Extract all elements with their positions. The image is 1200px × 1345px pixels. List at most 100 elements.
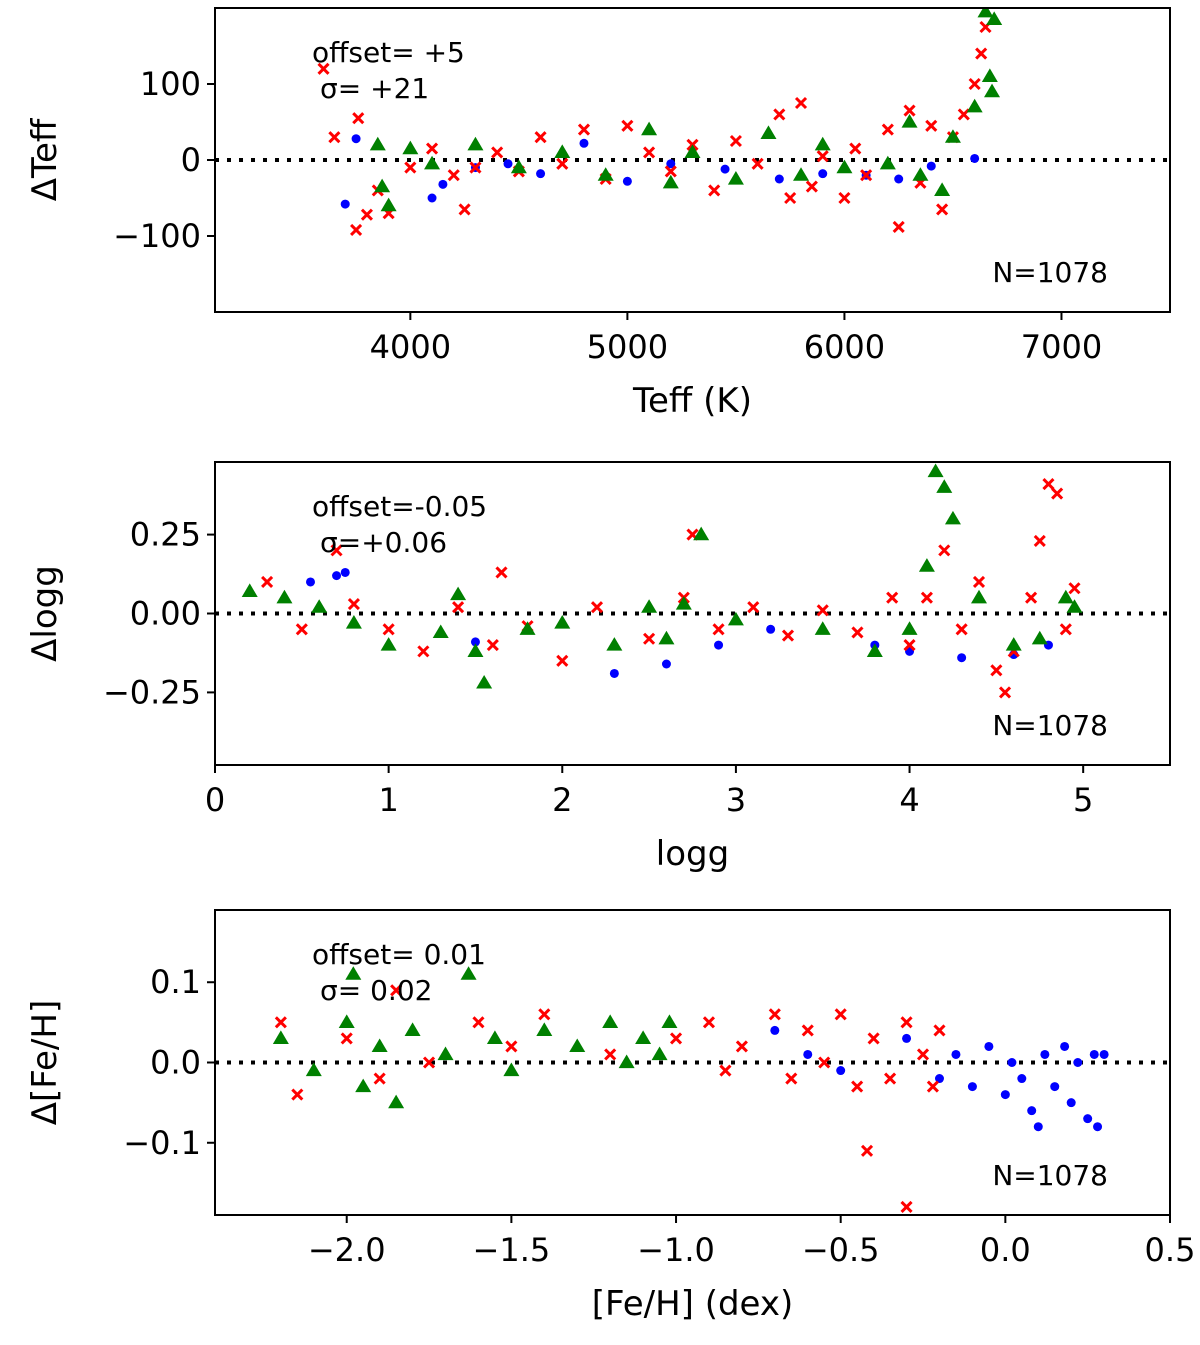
data-point-blue-dot bbox=[306, 577, 315, 587]
data-point-blue-dot bbox=[1083, 1114, 1093, 1124]
data-point-green-triangle bbox=[760, 125, 777, 139]
data-point-red-x bbox=[805, 180, 818, 193]
data-point-red-x bbox=[404, 161, 417, 174]
data-point-green-triangle bbox=[651, 1046, 668, 1061]
data-point-red-x bbox=[712, 623, 725, 636]
data-point-green-triangle bbox=[597, 167, 614, 181]
data-point-red-x bbox=[849, 142, 862, 155]
data-point-red-x bbox=[751, 157, 764, 170]
data-point-blue-dot bbox=[438, 179, 448, 189]
sigma-annotation: σ=+0.06 bbox=[320, 526, 447, 559]
data-point-red-x bbox=[274, 1016, 287, 1029]
data-point-green-triangle bbox=[476, 674, 493, 689]
data-point-red-x bbox=[925, 119, 938, 132]
data-point-red-x bbox=[884, 1072, 897, 1085]
data-point-green-triangle bbox=[658, 630, 675, 645]
data-point-green-triangle bbox=[355, 1078, 372, 1093]
x-tick-label: 3 bbox=[726, 781, 746, 819]
data-point-green-triangle bbox=[836, 159, 853, 174]
data-point-blue-dot bbox=[984, 1041, 994, 1051]
offset-annotation: offset= +5 bbox=[312, 36, 465, 69]
y-tick-label: −0.25 bbox=[103, 673, 201, 711]
data-point-red-x bbox=[990, 664, 1003, 677]
data-point-green-triangle bbox=[467, 136, 484, 151]
data-point-red-x bbox=[900, 1016, 913, 1029]
data-point-red-x bbox=[417, 645, 430, 658]
data-point-red-x bbox=[860, 1144, 874, 1157]
data-point-red-x bbox=[838, 191, 851, 205]
data-point-green-triangle bbox=[793, 167, 810, 181]
data-point-blue-dot bbox=[766, 624, 776, 634]
data-point-green-triangle bbox=[374, 178, 391, 193]
x-tick-label: 4 bbox=[899, 781, 919, 819]
data-point-red-x bbox=[643, 146, 656, 159]
data-point-green-triangle bbox=[503, 1062, 520, 1077]
data-point-green-triangle bbox=[675, 596, 692, 610]
data-point-green-triangle bbox=[944, 129, 961, 143]
x-tick-label: 5 bbox=[1073, 781, 1093, 819]
data-point-green-triangle bbox=[519, 621, 536, 635]
data-point-red-x bbox=[1068, 582, 1081, 595]
data-point-red-x bbox=[867, 1032, 880, 1045]
data-point-red-x bbox=[926, 1080, 939, 1093]
x-tick-label: 0.5 bbox=[1145, 1231, 1196, 1269]
data-point-red-x bbox=[881, 123, 894, 136]
markers bbox=[272, 966, 1109, 1214]
panel-3: −2.0 −1.5 −1.0 −0.5 0.0 0.5 −0.1 0.0 0.1 [Fe/H] (… bbox=[25, 909, 1196, 1324]
data-point-red-x bbox=[794, 96, 808, 110]
y-tick-label: −0.1 bbox=[123, 1124, 201, 1162]
data-point-blue-dot bbox=[1073, 1058, 1083, 1067]
count-annotation: N=1078 bbox=[992, 256, 1108, 289]
y-tick-label: 0.00 bbox=[130, 595, 201, 633]
x-tick-label: 7000 bbox=[1021, 328, 1102, 366]
data-point-green-triangle bbox=[437, 1046, 454, 1061]
count-annotation: N=1078 bbox=[992, 709, 1108, 742]
data-point-blue-dot bbox=[340, 199, 350, 209]
data-point-red-x bbox=[1059, 623, 1072, 636]
data-point-red-x bbox=[350, 223, 363, 236]
data-point-blue-dot bbox=[714, 640, 724, 650]
data-point-green-triangle bbox=[635, 1030, 652, 1045]
data-point-red-x bbox=[903, 639, 916, 652]
x-axis-label: logg bbox=[656, 834, 729, 874]
data-point-blue-dot bbox=[609, 668, 619, 678]
data-point-red-x bbox=[291, 1088, 304, 1101]
data-point-blue-dot bbox=[1093, 1122, 1103, 1132]
data-point-red-x bbox=[1033, 534, 1046, 547]
panel-2: 0 1 2 3 4 5 −0.25 0.00 0.25 logg Δlogg offset=-0.05… bbox=[25, 461, 1171, 874]
data-point-red-x bbox=[903, 104, 916, 117]
data-point-red-x bbox=[1051, 487, 1064, 500]
data-point-red-x bbox=[708, 184, 721, 197]
x-axis-label: Teff (K) bbox=[632, 381, 752, 421]
data-point-blue-dot bbox=[957, 653, 967, 663]
data-point-red-x bbox=[816, 604, 829, 617]
x-tick-label: −2.0 bbox=[308, 1231, 386, 1269]
data-point-red-x bbox=[773, 108, 786, 121]
data-point-green-triangle bbox=[986, 11, 1003, 25]
data-point-green-triangle bbox=[693, 526, 710, 541]
y-axis-label: Δlogg bbox=[25, 565, 65, 662]
data-point-red-x bbox=[892, 220, 905, 233]
offset-annotation: offset= 0.01 bbox=[312, 938, 486, 971]
data-point-green-triangle bbox=[901, 114, 918, 128]
data-point-blue-dot bbox=[666, 159, 676, 169]
data-point-green-triangle bbox=[602, 1014, 619, 1028]
panel-1: 4000 5000 6000 7000 −100 0 100 Teff (K) ΔTeff off… bbox=[25, 7, 1171, 421]
data-point-red-x bbox=[390, 984, 403, 997]
data-point-red-x bbox=[957, 108, 970, 121]
data-point-red-x bbox=[590, 601, 604, 614]
data-point-red-x bbox=[1042, 478, 1055, 491]
data-point-green-triangle bbox=[276, 589, 293, 604]
data-point-green-triangle bbox=[305, 1062, 322, 1077]
data-point-red-x bbox=[352, 112, 365, 125]
data-point-green-triangle bbox=[486, 1030, 503, 1045]
data-point-green-triangle bbox=[569, 1038, 586, 1053]
y-tick-label: 0.0 bbox=[150, 1044, 201, 1082]
data-point-red-x bbox=[801, 1024, 814, 1037]
data-point-blue-dot bbox=[818, 169, 828, 179]
data-point-green-triangle bbox=[606, 637, 623, 651]
data-point-blue-dot bbox=[1017, 1074, 1027, 1084]
data-point-red-x bbox=[505, 1040, 518, 1053]
data-point-red-x bbox=[486, 639, 499, 652]
